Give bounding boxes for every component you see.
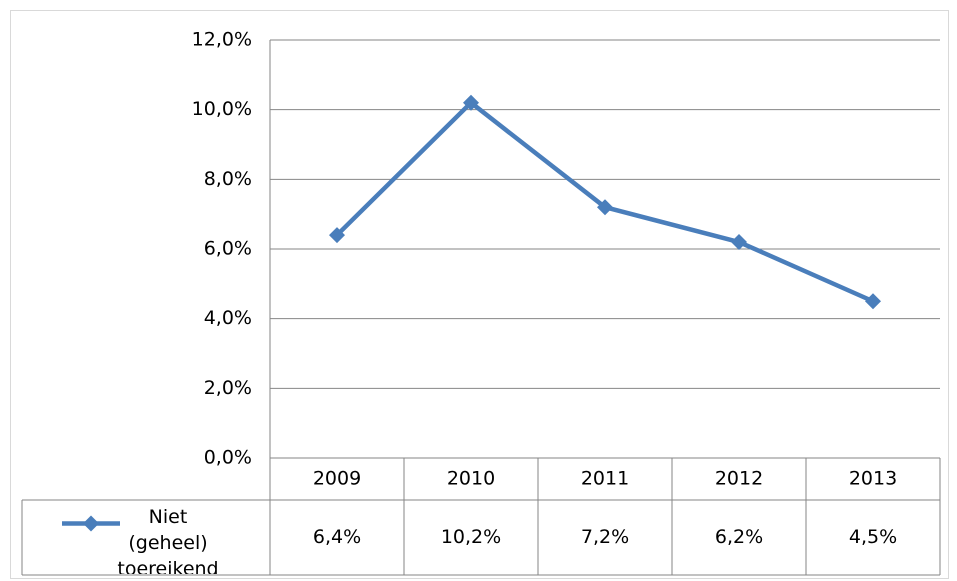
legend-label-box: Niet (geheel) toereikend bbox=[117, 506, 219, 574]
marker bbox=[463, 94, 479, 111]
legend-label: Niet (geheel) toereikend bbox=[117, 506, 219, 574]
data-label: 7,2% bbox=[581, 526, 629, 548]
y-tick-label: 0,0% bbox=[204, 447, 252, 469]
y-tick-label: 4,0% bbox=[204, 307, 252, 329]
data-label: 6,4% bbox=[313, 526, 361, 548]
y-tick-label: 10,0% bbox=[192, 98, 252, 120]
chart-border bbox=[10, 10, 949, 579]
x-tick-label: 2009 bbox=[313, 468, 361, 490]
data-label: 4,5% bbox=[849, 526, 897, 548]
x-tick-label: 2011 bbox=[581, 468, 629, 490]
marker bbox=[329, 227, 345, 244]
x-tick-label: 2010 bbox=[447, 468, 495, 490]
legend-marker bbox=[83, 515, 99, 532]
marker bbox=[597, 199, 613, 216]
marker bbox=[865, 293, 881, 310]
data-label: 10,2% bbox=[441, 526, 501, 548]
y-tick-label: 6,0% bbox=[204, 238, 252, 260]
x-tick-label: 2013 bbox=[849, 468, 897, 490]
marker bbox=[731, 234, 747, 251]
y-tick-label: 2,0% bbox=[204, 377, 252, 399]
y-tick-label: 12,0% bbox=[192, 29, 252, 51]
y-tick-label: 8,0% bbox=[204, 168, 252, 190]
x-tick-label: 2012 bbox=[715, 468, 763, 490]
data-label: 6,2% bbox=[715, 526, 763, 548]
